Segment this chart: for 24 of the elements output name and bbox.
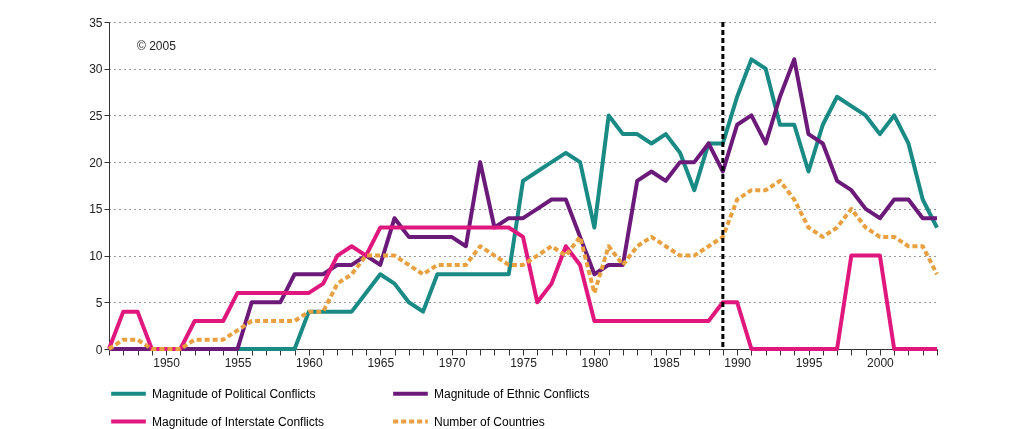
x-tick-label: 1960 (296, 355, 324, 370)
legend-label: Magnitude of Interstate Conflicts (152, 414, 325, 429)
x-tick-label: 1955 (224, 355, 252, 370)
x-tick-label: 1995 (795, 355, 823, 370)
x-tick-label: 1980 (581, 355, 609, 370)
y-tick-label: 5 (95, 295, 103, 310)
x-tick-label: 2000 (867, 355, 895, 370)
y-tick-label: 35 (89, 15, 103, 30)
x-tick-label: 1950 (153, 355, 181, 370)
legend-label: Magnitude of Ethnic Conflicts (434, 386, 590, 401)
x-tick-label: 1970 (438, 355, 466, 370)
x-tick-label: 1985 (652, 355, 680, 370)
y-tick-label: 15 (89, 202, 103, 217)
x-tick-label: 1990 (724, 355, 752, 370)
y-tick-label: 30 (89, 62, 103, 77)
legend-label: Number of Countries (434, 414, 545, 429)
y-tick-label: 20 (89, 155, 103, 170)
legend-label: Magnitude of Political Conflicts (152, 386, 316, 401)
x-tick-label: 1975 (510, 355, 538, 370)
y-tick-label: 10 (89, 249, 103, 264)
y-tick-label: 0 (95, 342, 103, 357)
x-tick-label: 1965 (367, 355, 395, 370)
annotation: © 2005 (137, 39, 177, 53)
y-tick-label: 25 (89, 108, 103, 123)
